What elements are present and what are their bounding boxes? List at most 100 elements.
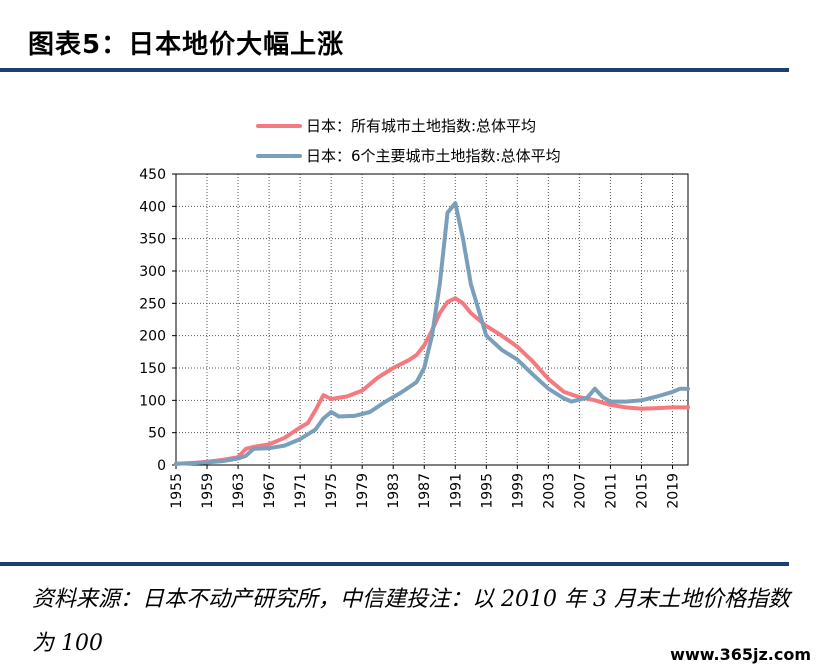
x-tick-label: 1979	[355, 473, 371, 509]
y-tick-label: 250	[139, 296, 166, 312]
series-2-point	[679, 388, 681, 390]
x-tick-label: 1959	[200, 473, 216, 509]
series-1-point	[671, 406, 673, 408]
series-1-point	[307, 422, 309, 424]
y-tick-label: 300	[139, 264, 166, 280]
series-2-point	[485, 335, 487, 337]
series-2-point	[338, 416, 340, 417]
x-tick-label: 2007	[572, 473, 588, 509]
series-1-point	[462, 302, 464, 304]
x-tick-label: 1995	[479, 473, 495, 509]
series-1-point	[578, 396, 580, 398]
y-tick-label: 150	[139, 361, 166, 377]
source-note: 资料来源：日本不动产研究所，中信建投注：以 2010 年 3 月末土地价格指数为…	[32, 587, 790, 656]
series-1-point	[268, 443, 270, 445]
series-2-point	[253, 448, 255, 450]
top-rule	[0, 68, 789, 72]
series-2-point	[602, 396, 604, 398]
series-2-point	[415, 381, 417, 383]
series-1-point	[447, 301, 449, 303]
series-1-point	[415, 354, 417, 356]
series-1-point	[501, 335, 503, 337]
series-2-point	[206, 461, 208, 463]
series-2-point	[671, 391, 673, 393]
series-2-point	[439, 283, 441, 285]
y-tick-label: 100	[139, 393, 166, 409]
series-1-point	[299, 426, 301, 428]
series-2-point	[656, 395, 658, 397]
y-tick-label: 200	[139, 329, 166, 345]
series-2-point	[353, 415, 355, 417]
x-tick-label: 2003	[541, 473, 557, 509]
series-1-point	[532, 361, 534, 363]
x-tick-label: 1967	[262, 473, 278, 509]
y-tick-label: 0	[157, 458, 166, 474]
series-2-point	[423, 367, 425, 369]
legend-label-1: 日本：所有城市土地指数:总体平均	[306, 117, 536, 135]
series-1-point	[687, 406, 689, 408]
plot-frame	[175, 173, 689, 466]
x-tick-label: 1971	[293, 473, 309, 509]
y-tick-label: 450	[139, 167, 166, 183]
series-1-point	[322, 394, 324, 396]
series-2-point	[400, 392, 402, 394]
x-tick-label: 2011	[603, 473, 619, 509]
bottom-rule	[0, 562, 789, 566]
series-1-point	[315, 409, 317, 411]
series-2-point	[571, 401, 573, 403]
series-2-point	[454, 202, 456, 204]
x-tick-label: 1955	[169, 473, 185, 509]
series-2-point	[501, 349, 503, 351]
series-2-point	[369, 411, 371, 413]
series-2-point	[237, 458, 239, 460]
chart-series	[174, 201, 690, 466]
series-2-point	[516, 359, 518, 361]
series-1-point	[516, 346, 518, 348]
series-2-point	[563, 397, 565, 399]
series-2-point	[640, 399, 642, 401]
series-2-point	[470, 283, 472, 285]
series-2-point	[462, 238, 464, 240]
series-2-point	[299, 438, 301, 440]
x-tick-label: 1987	[417, 473, 433, 509]
series-1-point	[346, 395, 348, 397]
series-1-point	[423, 344, 425, 346]
series-1-point	[245, 448, 247, 450]
series-1-point	[609, 404, 611, 406]
series-2-point	[431, 335, 433, 337]
series-1-point	[656, 407, 658, 409]
series-1-point	[454, 297, 456, 299]
x-tick-label: 1963	[231, 473, 247, 509]
series-1-point	[439, 312, 441, 314]
series-2-point	[547, 388, 549, 390]
series-2-point	[245, 455, 247, 457]
series-line-2	[174, 201, 690, 466]
series-1-point	[640, 408, 642, 410]
series-1-point	[284, 437, 286, 439]
series-1-point	[625, 406, 627, 408]
series-2-point	[532, 373, 534, 375]
series-1-point	[408, 359, 410, 361]
series-2-point	[268, 447, 270, 449]
series-2-point	[447, 212, 449, 214]
y-tick-label: 50	[148, 426, 166, 442]
chart-axes: 0 50 100 150 200 250 300 350 400 450 1955 1959 1963 1…	[139, 167, 689, 509]
series-2-point	[322, 417, 324, 419]
watermark: www.365jz.com	[670, 645, 811, 664]
x-tick-label: 1975	[324, 473, 340, 509]
series-1-point	[392, 367, 394, 369]
series-1-point	[563, 391, 565, 393]
legend-label-2: 日本：6个主要城市土地指数:总体平均	[306, 147, 561, 165]
series-1-point	[470, 312, 472, 314]
series-1-point	[377, 377, 379, 379]
series-1-point	[594, 399, 596, 401]
figure-title: 图表5：日本地价大幅上涨	[28, 30, 345, 60]
y-tick-label: 400	[139, 199, 166, 215]
series-2-point	[384, 401, 386, 403]
x-tick-label: 2015	[634, 473, 650, 509]
series-1-point	[547, 378, 549, 380]
series-2-point	[315, 428, 317, 430]
y-tick-label: 350	[139, 232, 166, 248]
line-chart: 0 50 100 150 200 250 300 350 400 450 1955 1959 1963 1…	[139, 117, 690, 509]
x-tick-label: 2019	[665, 473, 681, 509]
